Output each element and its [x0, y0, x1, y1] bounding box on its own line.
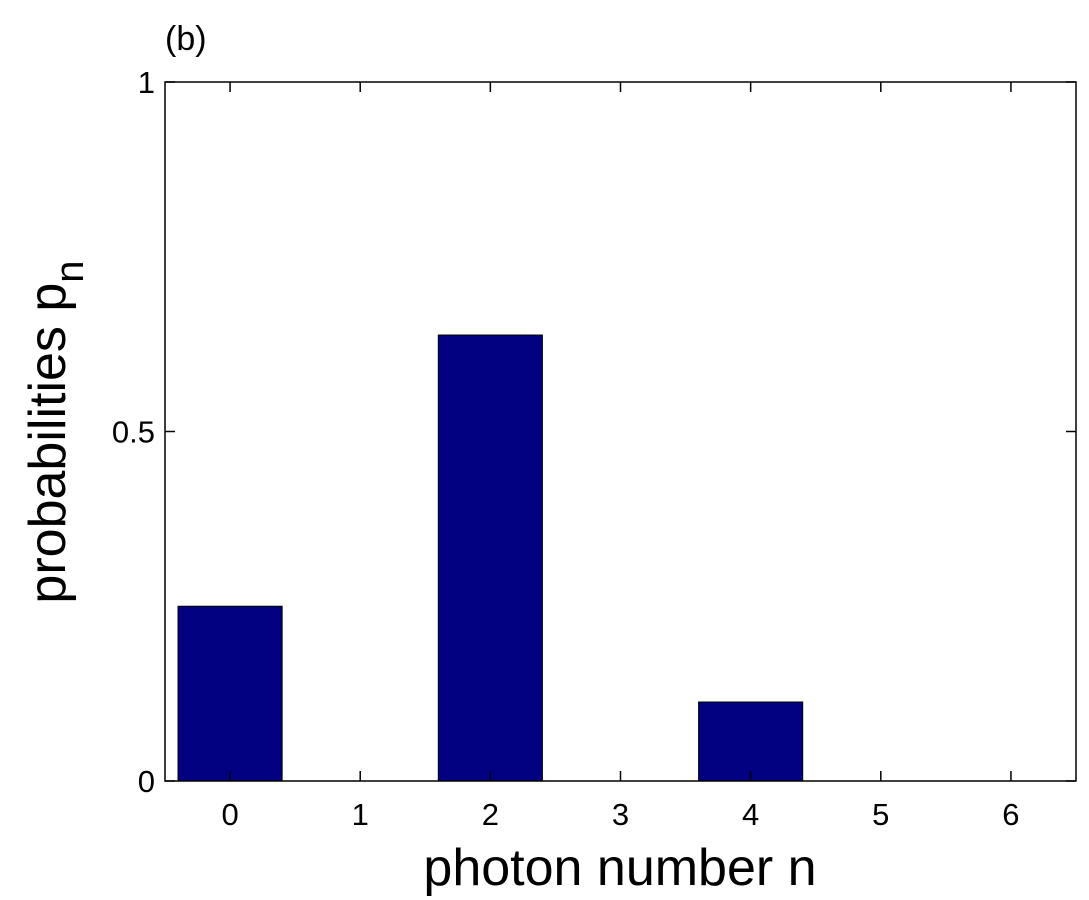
- y-axis-label-main: probabilities p: [19, 283, 77, 604]
- y-axis-label: probabilities pn: [19, 260, 92, 603]
- bar: [177, 605, 283, 782]
- x-tick-label: 4: [742, 797, 759, 832]
- x-tick-label: 6: [1002, 797, 1019, 832]
- y-tick-label: 1: [138, 65, 155, 100]
- bar: [437, 334, 543, 782]
- panel-label: (b): [165, 20, 207, 58]
- y-tick-label: 0: [138, 764, 155, 799]
- x-tick-label: 3: [612, 797, 629, 832]
- plot-frame: [164, 81, 1077, 782]
- x-tick-label: 5: [872, 797, 889, 832]
- bar: [698, 701, 804, 782]
- x-tick-label: 0: [221, 797, 238, 832]
- y-tick-label: 0.5: [112, 415, 155, 450]
- y-axis-label-subscript: n: [48, 260, 92, 282]
- x-tick-label: 1: [352, 797, 369, 832]
- x-tick-label: 2: [482, 797, 499, 832]
- x-axis-label: photon number n: [423, 839, 816, 897]
